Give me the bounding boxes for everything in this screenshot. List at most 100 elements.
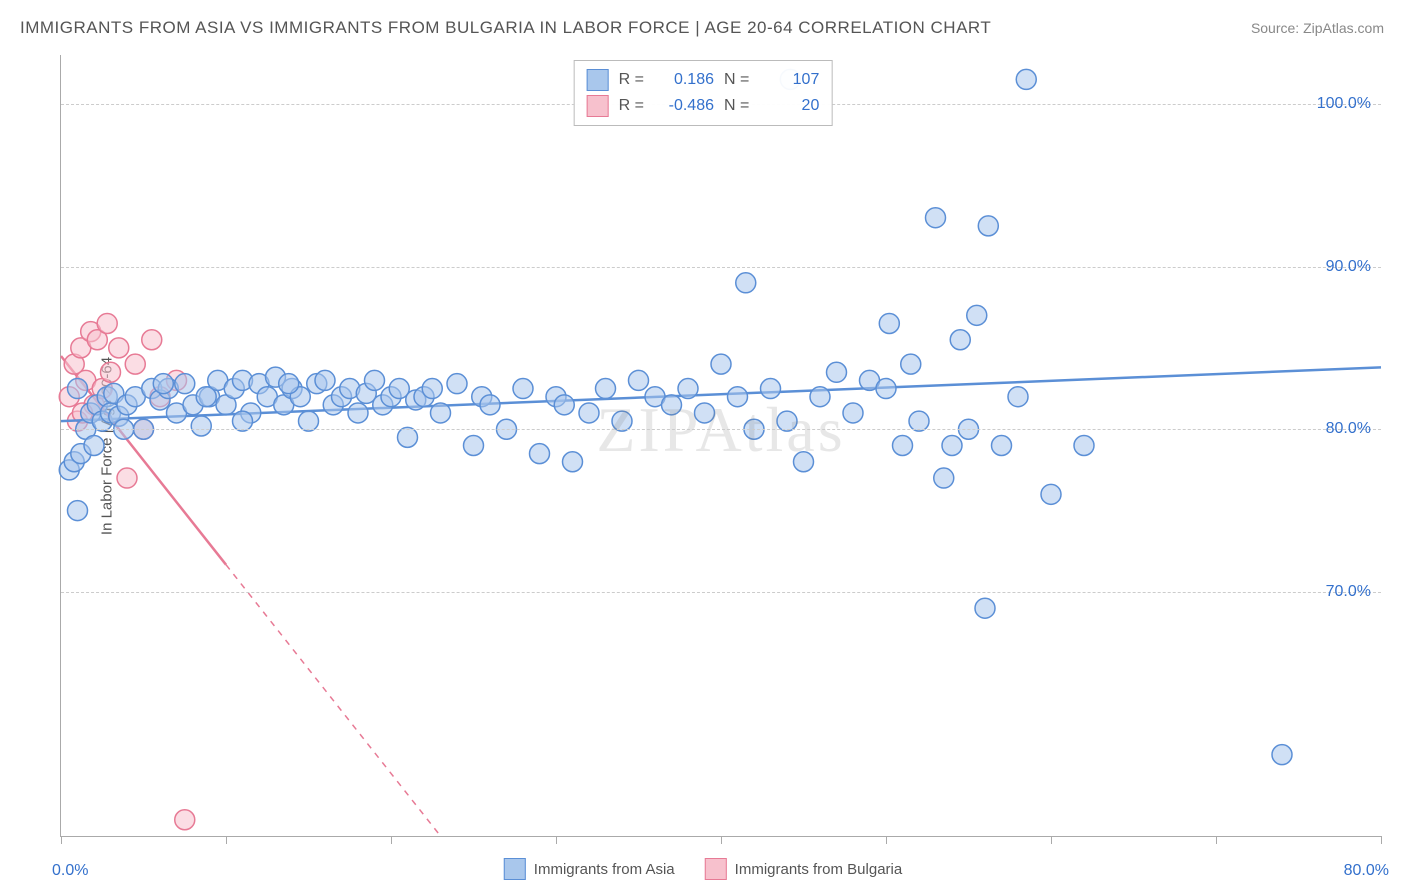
data-point-asia bbox=[153, 374, 173, 394]
data-point-asia bbox=[777, 411, 797, 431]
data-point-asia bbox=[612, 411, 632, 431]
data-point-asia bbox=[794, 452, 814, 472]
x-max-label: 80.0% bbox=[1344, 862, 1389, 880]
r-value-bulgaria: -0.486 bbox=[654, 97, 714, 115]
data-point-asia bbox=[967, 305, 987, 325]
n-value-asia: 107 bbox=[759, 71, 819, 89]
gridline bbox=[61, 267, 1381, 268]
x-tick bbox=[1216, 836, 1217, 844]
legend-swatch-asia bbox=[504, 858, 526, 880]
data-point-asia bbox=[810, 387, 830, 407]
data-point-asia bbox=[447, 374, 467, 394]
data-point-asia bbox=[68, 501, 88, 521]
data-point-asia bbox=[827, 362, 847, 382]
data-point-asia bbox=[879, 313, 899, 333]
data-point-asia bbox=[909, 411, 929, 431]
data-point-asia bbox=[893, 436, 913, 456]
data-point-asia bbox=[431, 403, 451, 423]
x-tick bbox=[556, 836, 557, 844]
legend-item-bulgaria: Immigrants from Bulgaria bbox=[705, 858, 903, 880]
data-point-asia bbox=[348, 403, 368, 423]
data-point-asia bbox=[365, 370, 385, 390]
x-tick bbox=[721, 836, 722, 844]
data-point-bulgaria bbox=[175, 810, 195, 830]
x-tick bbox=[886, 836, 887, 844]
data-point-asia bbox=[901, 354, 921, 374]
data-point-asia bbox=[975, 598, 995, 618]
data-point-asia bbox=[480, 395, 500, 415]
legend-item-asia: Immigrants from Asia bbox=[504, 858, 675, 880]
bottom-legend: Immigrants from Asia Immigrants from Bul… bbox=[504, 858, 902, 880]
data-point-asia bbox=[629, 370, 649, 390]
x-tick bbox=[61, 836, 62, 844]
data-point-asia bbox=[728, 387, 748, 407]
data-point-asia bbox=[175, 374, 195, 394]
data-point-asia bbox=[942, 436, 962, 456]
y-tick-label: 90.0% bbox=[1326, 258, 1371, 276]
y-tick-label: 100.0% bbox=[1317, 95, 1371, 113]
gridline bbox=[61, 429, 1381, 430]
data-point-asia bbox=[711, 354, 731, 374]
y-tick-label: 70.0% bbox=[1326, 583, 1371, 601]
data-point-asia bbox=[934, 468, 954, 488]
data-point-bulgaria bbox=[125, 354, 145, 374]
data-point-asia bbox=[233, 411, 253, 431]
data-point-asia bbox=[530, 444, 550, 464]
gridline bbox=[61, 592, 1381, 593]
data-point-asia bbox=[926, 208, 946, 228]
r-value-asia: 0.186 bbox=[654, 71, 714, 89]
r-label: R = bbox=[619, 71, 644, 89]
data-point-asia bbox=[554, 395, 574, 415]
r-label: R = bbox=[619, 97, 644, 115]
data-point-asia bbox=[950, 330, 970, 350]
data-point-asia bbox=[761, 379, 781, 399]
data-point-asia bbox=[398, 427, 418, 447]
correlation-row-bulgaria: R = -0.486 N = 20 bbox=[587, 93, 820, 119]
legend-label-asia: Immigrants from Asia bbox=[534, 861, 675, 878]
legend-label-bulgaria: Immigrants from Bulgaria bbox=[735, 861, 903, 878]
x-min-label: 0.0% bbox=[52, 862, 88, 880]
data-point-asia bbox=[579, 403, 599, 423]
correlation-row-asia: R = 0.186 N = 107 bbox=[587, 67, 820, 93]
data-point-asia bbox=[678, 379, 698, 399]
legend-swatch-bulgaria bbox=[705, 858, 727, 880]
data-point-asia bbox=[843, 403, 863, 423]
data-point-asia bbox=[1041, 484, 1061, 504]
data-point-asia bbox=[513, 379, 533, 399]
data-point-asia bbox=[279, 374, 299, 394]
x-tick bbox=[1051, 836, 1052, 844]
chart-title: IMMIGRANTS FROM ASIA VS IMMIGRANTS FROM … bbox=[20, 18, 991, 38]
data-point-asia bbox=[84, 436, 104, 456]
data-point-asia bbox=[191, 416, 211, 436]
data-point-bulgaria bbox=[117, 468, 137, 488]
data-point-asia bbox=[464, 436, 484, 456]
n-label: N = bbox=[724, 71, 749, 89]
data-point-asia bbox=[1016, 69, 1036, 89]
data-point-asia bbox=[1008, 387, 1028, 407]
data-point-bulgaria bbox=[97, 313, 117, 333]
swatch-asia bbox=[587, 69, 609, 91]
correlation-legend: R = 0.186 N = 107 R = -0.486 N = 20 bbox=[574, 60, 833, 126]
chart-container: IMMIGRANTS FROM ASIA VS IMMIGRANTS FROM … bbox=[0, 0, 1406, 892]
data-point-bulgaria bbox=[109, 338, 129, 358]
y-tick-label: 80.0% bbox=[1326, 420, 1371, 438]
data-point-asia bbox=[978, 216, 998, 236]
regression-line-dashed-bulgaria bbox=[226, 565, 441, 836]
data-point-asia bbox=[196, 387, 216, 407]
data-point-asia bbox=[1272, 745, 1292, 765]
data-point-asia bbox=[876, 379, 896, 399]
data-point-asia bbox=[596, 379, 616, 399]
data-point-asia bbox=[662, 395, 682, 415]
data-point-asia bbox=[563, 452, 583, 472]
data-point-asia bbox=[736, 273, 756, 293]
data-point-asia bbox=[695, 403, 715, 423]
data-point-asia bbox=[422, 379, 442, 399]
scatter-svg bbox=[61, 55, 1381, 836]
source-attribution: Source: ZipAtlas.com bbox=[1251, 20, 1384, 36]
data-point-bulgaria bbox=[101, 362, 121, 382]
data-point-asia bbox=[68, 379, 88, 399]
data-point-asia bbox=[315, 370, 335, 390]
data-point-bulgaria bbox=[142, 330, 162, 350]
n-label: N = bbox=[724, 97, 749, 115]
data-point-asia bbox=[299, 411, 319, 431]
